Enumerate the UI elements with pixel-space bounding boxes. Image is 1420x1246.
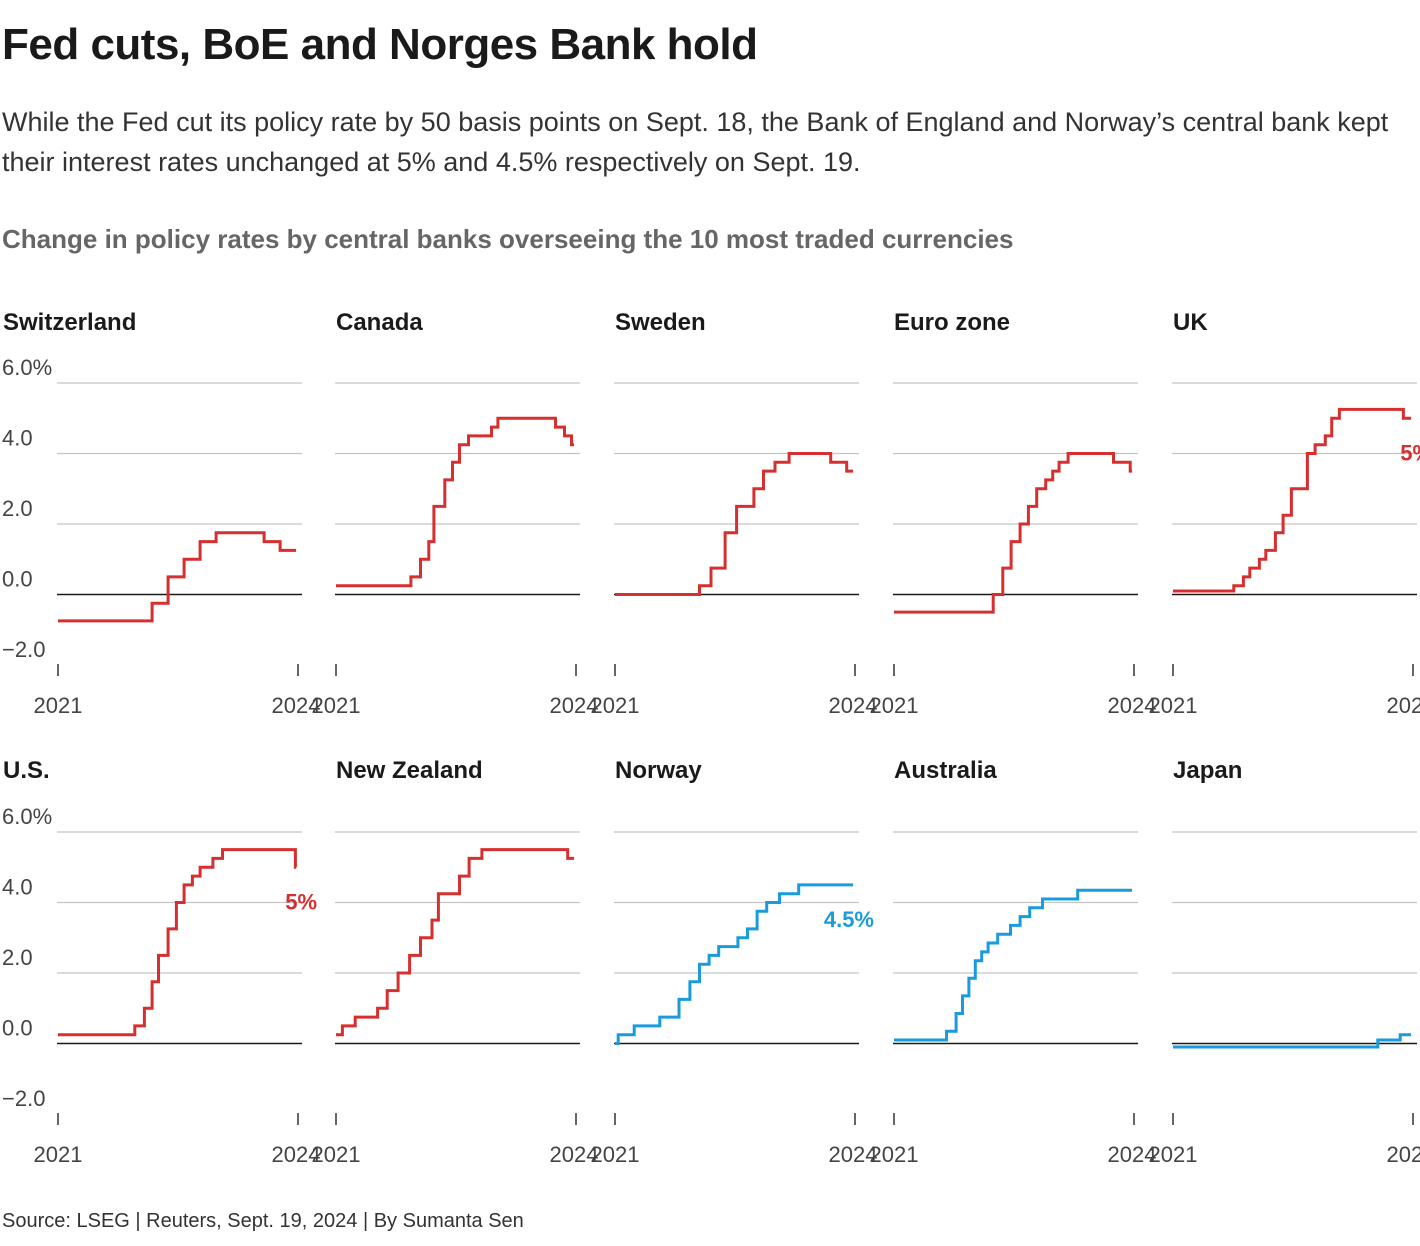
x-tick-label: 2021	[591, 1142, 640, 1167]
end-label: 5%	[1400, 440, 1420, 465]
x-tick-label: 2024	[829, 1142, 878, 1167]
panel-title: Switzerland	[3, 309, 136, 336]
x-tick-label: 2024	[550, 693, 599, 718]
x-tick-label: 2024	[1387, 1142, 1420, 1167]
y-tick-label: −2.0	[2, 1086, 45, 1111]
y-tick-label: −2.0	[2, 637, 45, 662]
y-tick-label: 0.0	[2, 567, 33, 592]
x-tick-label: 2021	[591, 693, 640, 718]
chart-title: Fed cuts, BoE and Norges Bank hold	[2, 20, 758, 69]
chart-subhead: Change in policy rates by central banks …	[2, 224, 1014, 254]
chart-panel: U.S. 6.0% 4.0 2.0 0.0 −2.0 2021 2024 5%	[2, 757, 320, 1167]
y-tick-label: 6.0%	[2, 804, 52, 829]
rate-line	[615, 883, 854, 1045]
panel-title: Euro zone	[894, 309, 1010, 336]
chart-subtitle: While the Fed cut its policy rate by 50 …	[2, 107, 1389, 177]
x-tick-label: 2024	[272, 693, 321, 718]
x-tick-label: 2021	[1149, 1142, 1198, 1167]
y-tick-label: 4.0	[2, 875, 33, 900]
chart-panel: New Zealand 2021 2024	[312, 757, 599, 1167]
panel-title: Australia	[894, 757, 997, 784]
chart-panel: Norway 2021 2024 4.5%	[591, 757, 878, 1167]
x-tick-label: 2024	[829, 693, 878, 718]
panel-title: New Zealand	[336, 757, 483, 784]
source-note: Source: LSEG | Reuters, Sept. 19, 2024 |…	[2, 1210, 524, 1232]
chart-panel: Japan 2021 2024	[1149, 757, 1420, 1167]
x-tick-label: 2021	[312, 1142, 361, 1167]
rate-line	[894, 888, 1133, 1042]
chart-panel: Australia 2021 2024	[870, 757, 1157, 1167]
chart-panel: Switzerland 6.0% 4.0 2.0 0.0 −2.0 2021 2024	[2, 309, 320, 718]
chart-panel: UK 2021 2024 5%	[1149, 309, 1420, 718]
x-tick-label: 2024	[272, 1142, 321, 1167]
panel-title: Sweden	[615, 309, 706, 336]
y-tick-label: 4.0	[2, 426, 33, 451]
rate-line	[894, 452, 1133, 614]
end-label: 5%	[285, 889, 317, 914]
panel-title: UK	[1173, 309, 1208, 336]
x-tick-label: 2024	[1108, 693, 1157, 718]
panel-title: Japan	[1173, 757, 1242, 784]
x-tick-label: 2021	[870, 693, 919, 718]
x-tick-label: 2024	[1108, 1142, 1157, 1167]
panel-title: Canada	[336, 309, 423, 336]
rate-line	[58, 531, 297, 623]
x-tick-label: 2024	[550, 1142, 599, 1167]
panel-title: Norway	[615, 757, 702, 784]
rate-line	[1173, 1033, 1412, 1049]
x-tick-label: 2021	[34, 693, 83, 718]
end-label: 4.5%	[824, 907, 874, 932]
y-tick-label: 6.0%	[2, 355, 52, 380]
x-tick-label: 2021	[34, 1142, 83, 1167]
x-tick-label: 2021	[312, 693, 361, 718]
chart-panel: Sweden 2021 2024	[591, 309, 878, 718]
x-tick-label: 2021	[870, 1142, 919, 1167]
rate-line	[1173, 407, 1412, 593]
chart-panel: Euro zone 2021 2024	[870, 309, 1157, 718]
rate-line	[336, 416, 575, 588]
x-tick-label: 2021	[1149, 693, 1198, 718]
y-tick-label: 2.0	[2, 945, 33, 970]
rate-line	[336, 848, 575, 1037]
x-tick-label: 2024	[1387, 693, 1420, 718]
panel-title: U.S.	[3, 757, 50, 784]
chart-panel: Canada 2021 2024	[312, 309, 599, 718]
rate-line	[615, 452, 854, 596]
y-tick-label: 2.0	[2, 496, 33, 521]
y-tick-label: 0.0	[2, 1016, 33, 1041]
rate-line	[58, 848, 297, 1037]
